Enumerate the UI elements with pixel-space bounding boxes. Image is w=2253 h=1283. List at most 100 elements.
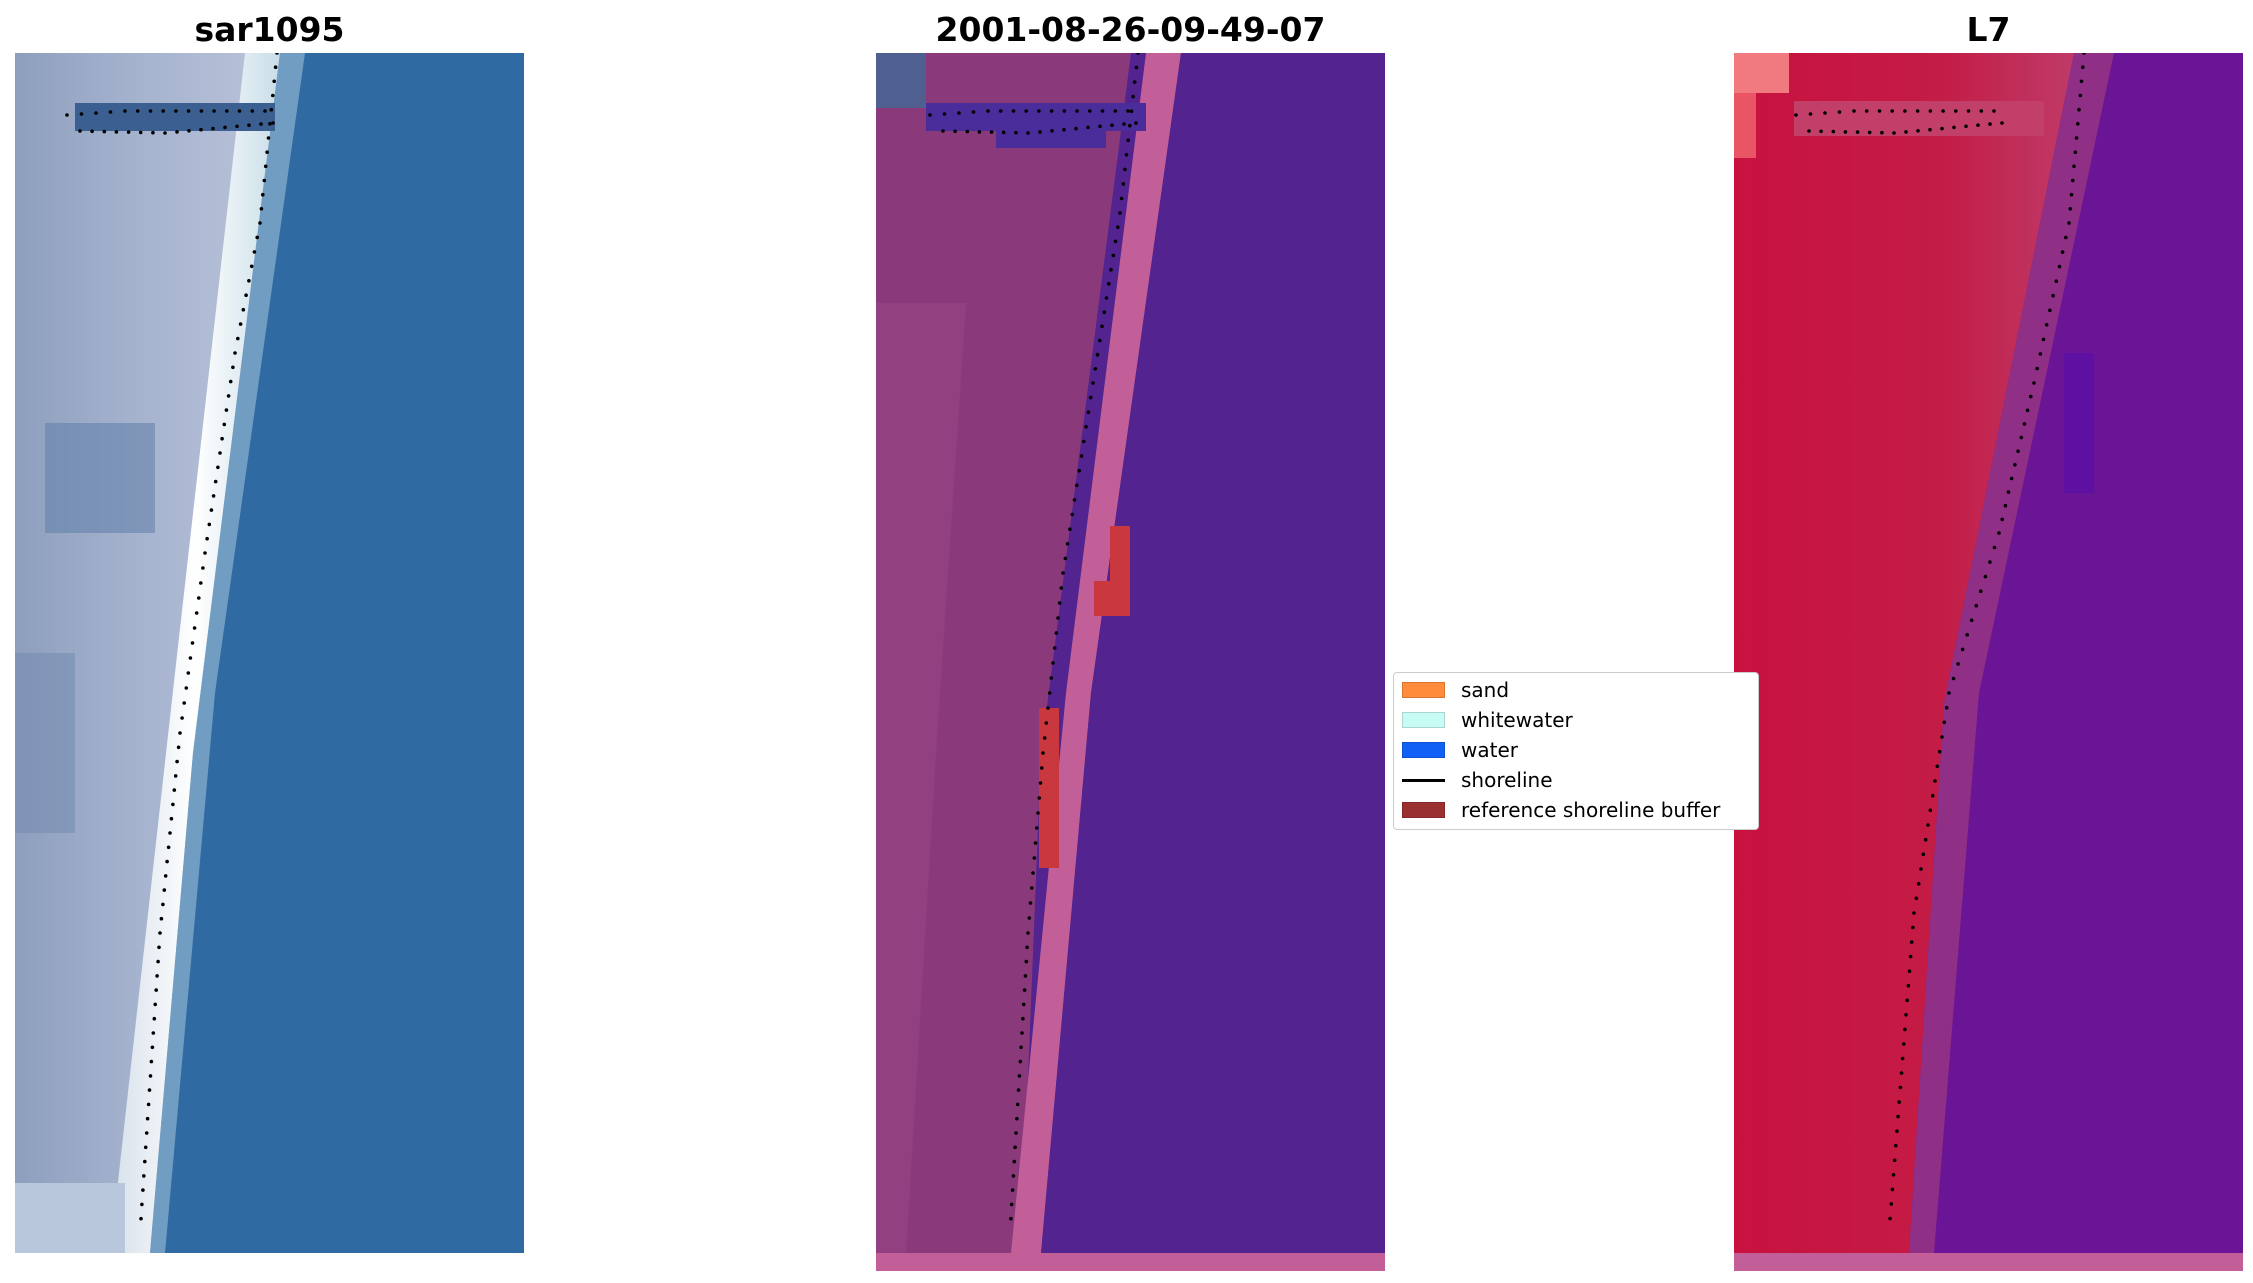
shoreline-dot: [1129, 109, 1134, 113]
shoreline-dot: [1001, 130, 1006, 135]
shoreline-dot: [1900, 1056, 1905, 1061]
shoreline-dot: [1956, 662, 1960, 666]
shoreline-dot: [244, 293, 248, 297]
shoreline-dot: [1116, 225, 1120, 229]
shoreline-dot: [2013, 463, 2017, 467]
shoreline-dot: [1086, 125, 1090, 130]
shoreline-dot: [1954, 109, 1958, 113]
legend-label-whitewater: whitewater: [1461, 708, 1573, 732]
shoreline-dot: [1021, 1016, 1025, 1021]
shoreline-dot: [145, 1116, 150, 1121]
shoreline-dot: [250, 109, 255, 113]
shoreline-dot: [1937, 749, 1942, 754]
shoreline-dot: [255, 235, 259, 240]
shoreline-dot: [186, 109, 191, 113]
shoreline-dot: [1100, 324, 1104, 329]
shoreline-dot: [2019, 435, 2024, 440]
shoreline-dot: [1013, 1145, 1017, 1150]
shoreline-dot: [2057, 264, 2062, 269]
shoreline-dot: [151, 130, 155, 135]
shoreline-dot: [1102, 310, 1107, 315]
shoreline-dot: [1988, 560, 1992, 564]
shoreline-dot: [216, 465, 220, 470]
shoreline-dot: [135, 109, 140, 113]
shoreline-dot: [154, 988, 158, 992]
shoreline-dot: [1026, 931, 1030, 935]
shoreline-dot: [1916, 881, 1921, 886]
shoreline-dot: [268, 122, 272, 126]
shoreline-dot: [1093, 367, 1098, 371]
shoreline-dot: [1077, 468, 1081, 473]
shoreline-dot: [1919, 867, 1923, 871]
shoreline-dot: [1068, 527, 1072, 531]
shoreline-dot: [1031, 871, 1035, 875]
shoreline-dot: [205, 536, 209, 541]
water-swatch: [1402, 742, 1445, 758]
shoreline-dot: [252, 250, 257, 254]
shoreline-dot: [153, 1002, 157, 1007]
shoreline-dot: [1062, 127, 1066, 132]
shoreline-dot: [272, 79, 277, 84]
shoreline-dot: [94, 111, 98, 115]
shoreline-dot: [1921, 852, 1926, 857]
shoreline-dot: [1011, 109, 1016, 113]
shoreline-dot: [175, 759, 179, 764]
legend-item-shoreline: shoreline: [1402, 767, 1553, 793]
shoreline-dot: [192, 626, 197, 630]
shoreline-dot: [1877, 109, 1882, 113]
shoreline-dot: [259, 122, 263, 126]
legend-item-sand: sand: [1402, 677, 1509, 703]
shoreline-dot: [147, 1088, 152, 1092]
shoreline-dot: [220, 436, 224, 441]
shoreline-dot: [1024, 109, 1028, 113]
shoreline-dot: [149, 1059, 154, 1064]
shoreline-dot: [238, 322, 243, 326]
shoreline-dot: [1104, 296, 1109, 300]
index-land: [1734, 53, 2074, 1253]
shoreline-dot: [1033, 841, 1038, 845]
shoreline-dot: [1036, 811, 1040, 815]
shoreline-dot: [1852, 109, 1856, 113]
shoreline-dot: [1131, 94, 1135, 99]
shoreline-dot: [1808, 112, 1813, 116]
shoreline-dot: [236, 336, 240, 341]
shoreline-dot: [1063, 556, 1068, 561]
shoreline-dot: [199, 127, 203, 132]
shoreline-dot: [1025, 945, 1029, 950]
shoreline-dot: [1123, 167, 1127, 172]
shoreline-dot: [1100, 109, 1105, 113]
shoreline-dot: [1024, 959, 1029, 964]
shoreline-dot: [222, 422, 227, 427]
shoreline-dot: [1074, 126, 1078, 131]
shoreline-dot: [2029, 394, 2033, 399]
shoreline-dot: [211, 494, 216, 498]
shoreline-dot: [941, 129, 945, 133]
shoreline-dot: [1896, 1114, 1900, 1119]
shoreline-dot: [953, 129, 957, 134]
legend: sand whitewater water shoreline referenc…: [1393, 672, 1759, 830]
shoreline-dot: [2022, 422, 2027, 426]
shoreline-dot: [102, 129, 107, 134]
shoreline-dot: [1951, 676, 1956, 681]
shoreline-dot: [1933, 779, 1937, 783]
shoreline-dot: [225, 109, 229, 113]
classified-image: [876, 53, 1385, 1271]
class-buffer-red-2: [1094, 581, 1114, 616]
shoreline-dot: [1061, 571, 1065, 575]
shoreline-dot: [1062, 109, 1067, 113]
shoreline-dot: [188, 656, 193, 660]
shoreline-dot: [1028, 901, 1033, 905]
shoreline-dot: [1979, 109, 1984, 113]
shoreline-dot: [1966, 109, 1971, 113]
shoreline-dot: [2060, 250, 2065, 254]
shoreline-dot: [182, 701, 186, 705]
shoreline-dot: [1119, 196, 1124, 201]
shoreline-dot: [1992, 109, 1996, 113]
legend-item-whitewater: whitewater: [1402, 707, 1573, 733]
shoreline-dot: [1109, 267, 1113, 272]
shoreline-dot: [1049, 109, 1054, 113]
shoreline-dot: [158, 931, 162, 935]
shoreline-dot: [1983, 574, 1988, 579]
shoreline-dot: [114, 130, 119, 134]
shoreline-dot: [2051, 293, 2055, 298]
